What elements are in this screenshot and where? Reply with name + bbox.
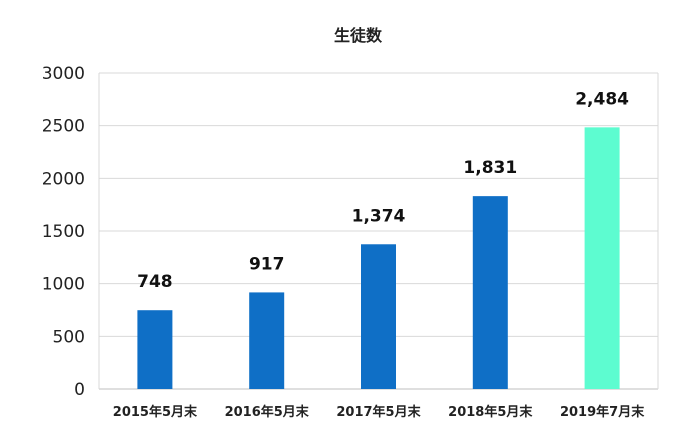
x-tick-label: 2017年5月末 <box>336 404 421 420</box>
data-label: 2,484 <box>575 89 629 109</box>
bar <box>137 310 173 389</box>
data-labels: 748 917 1,374 1,831 2,484 <box>137 89 629 292</box>
bars <box>137 127 620 390</box>
data-label: 748 <box>137 272 173 292</box>
bar <box>249 292 285 389</box>
y-tick-label: 1000 <box>42 275 85 295</box>
y-tick-label: 500 <box>53 327 85 347</box>
data-label: 1,831 <box>463 158 517 178</box>
x-tick-label: 2019年7月末 <box>560 404 645 420</box>
bar <box>361 244 396 389</box>
x-tick-label: 2015年5月末 <box>113 404 198 420</box>
y-tick-label: 0 <box>74 380 85 400</box>
x-tick-label: 2018年5月末 <box>448 404 533 420</box>
x-axis-ticks: 2015年5月末 2016年5月末 2017年5月末 2018年5月末 2019年7月末 <box>113 404 645 420</box>
y-tick-label: 3000 <box>42 64 85 84</box>
y-tick-label: 1500 <box>42 222 85 242</box>
bar <box>472 196 508 389</box>
x-tick-label: 2016年5月末 <box>225 404 310 420</box>
y-axis-ticks: 0 500 1000 1500 2000 2500 3000 <box>42 64 85 400</box>
y-tick-label: 2000 <box>42 169 85 189</box>
bar <box>584 127 620 390</box>
data-label: 1,374 <box>352 206 406 226</box>
data-label: 917 <box>249 254 285 274</box>
chart-title: 生徒数 <box>334 26 383 45</box>
y-tick-label: 2500 <box>42 117 85 137</box>
